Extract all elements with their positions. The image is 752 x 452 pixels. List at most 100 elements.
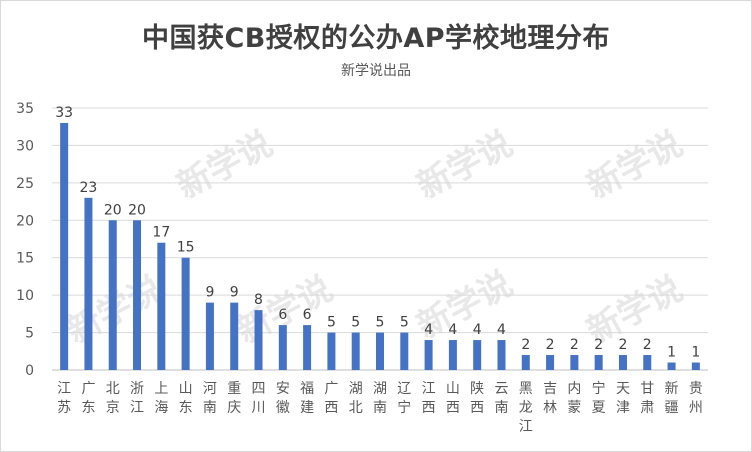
bar — [327, 332, 336, 370]
category-label: 辽宁 — [397, 381, 411, 416]
category-label: 甘肃 — [640, 381, 654, 416]
watermark-text: 新学说 — [170, 124, 279, 207]
data-label: 1 — [691, 345, 700, 361]
category-label: 吉林 — [543, 381, 557, 416]
data-label: 20 — [104, 202, 122, 218]
y-tick-label: 35 — [16, 101, 34, 117]
bar — [643, 355, 652, 370]
category-label: 河南 — [203, 381, 217, 416]
category-label: 福建 — [300, 381, 314, 416]
data-label: 15 — [177, 240, 195, 256]
bar — [351, 332, 360, 370]
data-label: 6 — [303, 307, 312, 323]
data-label: 4 — [497, 322, 506, 338]
bar — [521, 355, 530, 370]
category-label: 新疆 — [665, 381, 679, 416]
category-label: 湖北 — [349, 381, 363, 416]
data-label: 4 — [473, 322, 482, 338]
bar — [667, 362, 676, 370]
category-label: 天津 — [616, 381, 630, 416]
data-label: 17 — [152, 225, 170, 241]
data-label: 9 — [230, 285, 239, 301]
bar — [108, 220, 117, 370]
data-label: 23 — [80, 180, 98, 196]
bar — [424, 340, 433, 370]
y-tick-label: 15 — [16, 251, 34, 267]
bar — [570, 355, 579, 370]
bar — [230, 302, 239, 370]
category-label: 广东 — [81, 381, 95, 416]
category-label: 广西 — [324, 381, 338, 416]
bar — [618, 355, 627, 370]
bar — [133, 220, 142, 370]
bar — [594, 355, 603, 370]
y-tick-label: 10 — [16, 288, 34, 304]
data-label: 2 — [546, 337, 555, 353]
bar — [400, 332, 409, 370]
data-label: 2 — [619, 337, 628, 353]
category-label: 宁夏 — [592, 380, 606, 416]
category-label: 江西 — [422, 381, 436, 416]
chart-title: 中国获CB授权的公办AP学校地理分布 — [141, 23, 611, 54]
y-axis-ticks: 0 5 10 15 20 25 30 35 — [16, 101, 34, 379]
chart-subtitle: 新学说出品 — [341, 63, 411, 79]
data-label: 4 — [448, 322, 457, 338]
data-label: 5 — [351, 315, 360, 331]
category-label: 湖南 — [373, 381, 387, 416]
y-tick-label: 30 — [16, 138, 34, 154]
bar — [691, 362, 700, 370]
y-tick-label: 0 — [25, 363, 34, 379]
category-label: 四川 — [252, 381, 266, 416]
y-tick-label: 25 — [16, 176, 34, 192]
bar — [205, 302, 214, 370]
bar — [181, 257, 190, 370]
category-label: 重庆 — [227, 381, 241, 416]
data-label: 5 — [400, 315, 409, 331]
y-tick-label: 20 — [16, 213, 34, 229]
data-label: 2 — [594, 337, 603, 353]
data-label: 33 — [55, 105, 73, 121]
category-label: 上海 — [154, 381, 168, 416]
data-label: 4 — [424, 322, 433, 338]
category-label: 云南 — [494, 381, 508, 416]
category-label: 北京 — [106, 381, 120, 416]
bar — [84, 197, 93, 370]
data-label: 2 — [643, 337, 652, 353]
bar — [448, 340, 457, 370]
category-label: 黑龙江 — [519, 381, 533, 435]
category-label: 安徽 — [276, 381, 290, 416]
watermark-text: 新学说 — [410, 124, 519, 207]
bar — [254, 310, 263, 370]
bar — [497, 340, 506, 370]
data-label: 1 — [667, 345, 676, 361]
category-label: 贵州 — [689, 381, 703, 416]
data-label: 6 — [278, 307, 287, 323]
data-label: 20 — [128, 202, 146, 218]
bar — [278, 325, 287, 370]
data-label: 2 — [570, 337, 579, 353]
category-label: 浙江 — [130, 381, 144, 416]
bar — [303, 325, 312, 370]
category-label: 山西 — [446, 381, 460, 416]
y-tick-label: 5 — [25, 326, 34, 342]
data-label: 9 — [205, 285, 214, 301]
bar — [376, 332, 384, 370]
category-label: 江苏 — [57, 381, 71, 416]
category-label: 山东 — [179, 381, 193, 416]
data-label: 8 — [254, 292, 263, 308]
bar — [473, 340, 482, 370]
bars — [60, 122, 700, 370]
bar — [60, 122, 69, 370]
category-label: 内蒙 — [567, 381, 581, 416]
bar — [157, 242, 166, 370]
watermark-text: 新学说 — [580, 124, 689, 207]
category-label: 陕西 — [470, 381, 484, 416]
data-label: 5 — [376, 315, 385, 331]
bar — [546, 355, 555, 370]
x-axis-categories: 江苏广东北京浙江上海山东河南重庆四川安徽福建广西湖北湖南辽宁江西山西陕西云南黑龙… — [57, 380, 703, 435]
data-label: 2 — [521, 337, 530, 353]
data-label: 5 — [327, 315, 336, 331]
